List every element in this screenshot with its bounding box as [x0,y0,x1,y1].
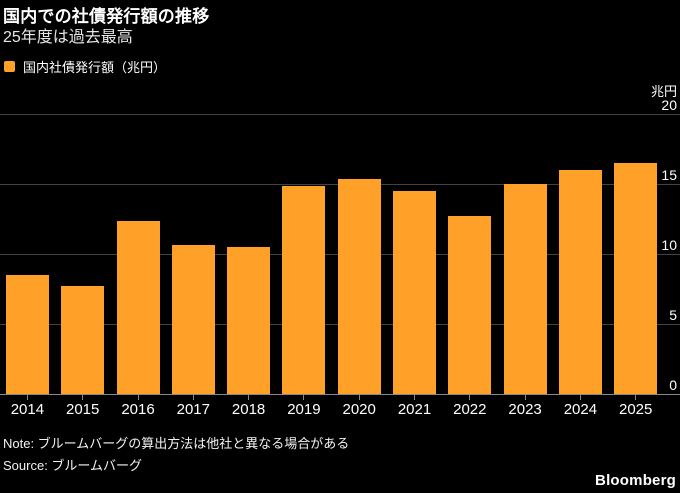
chart-title: 国内での社債発行額の推移 [3,7,210,26]
source-text: Source: ブルームバーグ [3,458,143,473]
bloomberg-logo: Bloomberg [595,472,676,489]
legend-label: 国内社債発行額（兆円） [23,60,167,75]
bar-2024 [558,169,602,395]
x-axis-label-2020: 2020 [342,401,376,418]
legend-swatch-icon [4,61,15,72]
x-axis-label-2023: 2023 [508,401,542,418]
x-axis-tick-2015 [82,395,84,400]
x-axis-tick-2021 [414,395,415,400]
bar-2016 [116,221,160,395]
plot-area: 0 5 10 15 20 2014 2015 2016 2017 2018 2019 2020 2021… [0,98,680,418]
y-axis-unit-label: 兆円 [650,84,677,99]
x-axis-label-2019: 2019 [287,401,321,418]
y-axis-label-0: 0 [669,377,677,393]
x-axis-line [0,394,680,395]
x-axis-tick-2018 [248,395,250,400]
bar-2017 [171,245,215,395]
x-axis-tick-2019 [303,395,305,400]
x-axis-label-2018: 2018 [231,401,266,418]
x-axis-label-2024: 2024 [563,401,598,418]
bar-2022 [448,215,492,395]
bar-2021 [393,190,436,395]
x-axis-tick-2025 [635,395,637,400]
x-axis-tick-2016 [137,395,139,400]
note-text: Note: ブルームバーグの算出方法は他社と異なる場合がある [3,436,350,451]
chart-subtitle: 25年度は過去最高 [3,29,133,46]
bar-2018 [227,246,271,395]
x-axis-tick-2024 [579,395,581,400]
x-axis-label-2021: 2021 [397,401,432,418]
x-axis-tick-2014 [26,395,28,400]
bar-2023 [503,183,547,395]
x-axis-label-2025: 2025 [619,401,653,418]
y-axis-label-15: 15 [661,167,677,183]
bar-2025 [614,162,658,395]
y-axis-label-20: 20 [661,97,677,113]
x-axis-label-2017: 2017 [176,401,210,418]
x-axis-tick-2023 [524,395,526,400]
bar-2020 [337,179,381,395]
gridline-20 [0,114,680,115]
bar-2014 [5,274,49,395]
x-axis-tick-2022 [469,395,471,400]
bar-2019 [282,186,326,395]
x-axis-tick-2017 [192,395,194,400]
bar-2015 [61,285,105,395]
x-axis-label-2014: 2014 [10,401,45,418]
x-axis-tick-2020 [358,395,360,400]
x-axis-label-2016: 2016 [121,401,155,418]
legend: 国内社債発行額（兆円） [4,57,166,76]
y-axis-label-5: 5 [669,307,677,323]
x-axis-label-2022: 2022 [453,401,487,418]
x-axis-label-2015: 2015 [66,401,100,418]
y-axis-label-10: 10 [661,237,677,253]
